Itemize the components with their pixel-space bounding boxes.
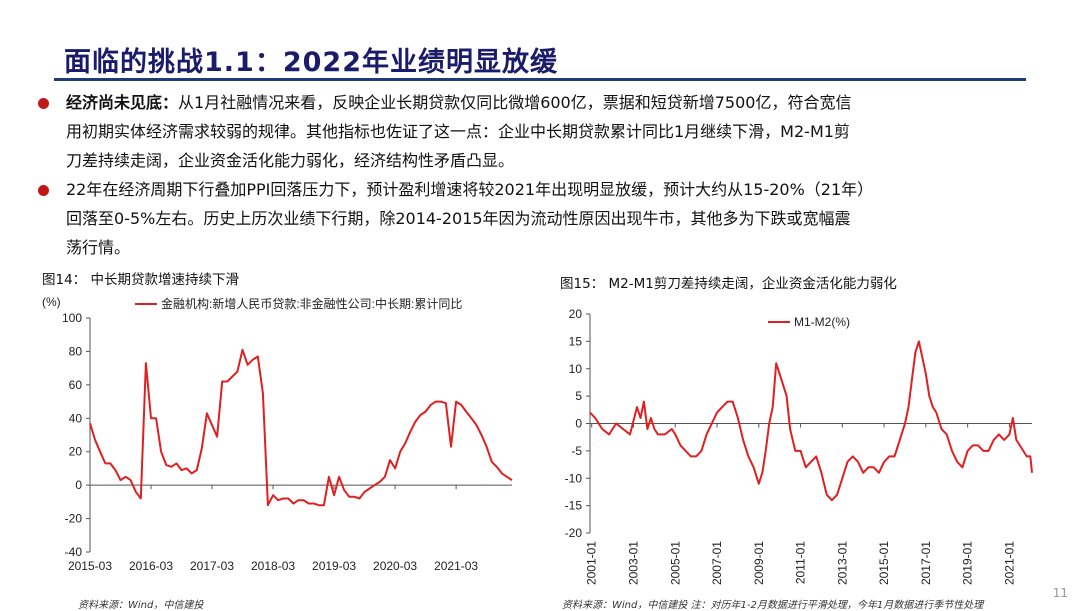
y-tick-label: -5: [571, 444, 582, 458]
bullet-2-line-2: 回落至0-5%左右。历史上历次业绩下行期，除2014-2015年因为流动性原因出…: [66, 209, 851, 228]
x-tick-label: 2015-03: [68, 559, 112, 573]
x-tick-label: 2018-03: [251, 559, 295, 573]
y-tick-label: 40: [69, 411, 83, 425]
x-tick-label: 2015-01: [877, 541, 891, 585]
source-left: 资料来源：Wind，中信建投: [78, 600, 204, 611]
y-tick-label: -10: [565, 471, 583, 485]
bullet-2-line-3: 荡行情。: [66, 238, 131, 257]
series-line: [89, 348, 513, 507]
y-tick-label: 60: [69, 378, 83, 392]
x-tick-label: 2001-01: [585, 541, 599, 585]
x-tick-label: 2017-01: [919, 541, 933, 585]
bullet-1-line-2: 用初期实体经济需求较弱的规律。其他指标也佐证了这一点：企业中长期贷款累计同比1月…: [66, 122, 850, 141]
x-tick-label: 2021-03: [434, 559, 478, 573]
y-tick-label: 5: [575, 389, 582, 403]
series-line: [589, 340, 1033, 502]
y-tick-label: 0: [75, 478, 82, 492]
page-number: 11: [1052, 586, 1068, 600]
y-tick-label: 20: [569, 307, 583, 321]
bullet-dot: [38, 185, 49, 196]
y-tick-label: 80: [69, 344, 83, 358]
bullet-2: 22年在经济周期下行叠加PPI回落压力下，预计盈利增速将较2021年出现明显放缓…: [38, 175, 1058, 265]
x-tick-label: 2019-01: [961, 541, 975, 585]
legend-label: M1-M2(%): [794, 315, 850, 329]
y-tick-label: 15: [569, 334, 583, 348]
y-tick-label: -20: [565, 526, 583, 540]
y-tick-label: -20: [65, 512, 83, 526]
bullet-1-line-1: 从1月社融情况来看，反映企业长期贷款仅同比微增600亿，票据和短贷新增7500亿…: [178, 93, 852, 112]
bullet-1-text: 经济尚未见底：从1月社融情况来看，反映企业长期贷款仅同比微增600亿，票据和短贷…: [66, 88, 1066, 175]
bullet-1-bold: 经济尚未见底：: [66, 93, 179, 112]
legend-label: 金融机构:新增人民币贷款:非金融性公司:中长期:累计同比: [161, 296, 462, 311]
slide-title: 面临的挑战1.1：2022年业绩明显放缓: [64, 47, 558, 78]
bullet-2-text: 22年在经济周期下行叠加PPI回落压力下，预计盈利增速将较2021年出现明显放缓…: [66, 175, 1066, 262]
chart-14: -40 -20 0 20 40 60 80 100 2015-03 2016-03 2017-03 2…: [42, 295, 513, 573]
x-tick-label: 2016-03: [129, 559, 173, 573]
x-tick-label: 2007-01: [710, 541, 724, 585]
bullet-2-line-1: 22年在经济周期下行叠加PPI回落压力下，预计盈利增速将较2021年出现明显放缓…: [66, 180, 874, 199]
y-tick-label: -40: [65, 545, 83, 559]
bullet-1: 经济尚未见底：从1月社融情况来看，反映企业长期贷款仅同比微增600亿，票据和短贷…: [38, 88, 1058, 178]
y-tick-label: -15: [565, 499, 583, 513]
figure-14-caption: 图14： 中长期贷款增速持续下滑: [42, 272, 239, 288]
y-axis-label: (%): [42, 295, 61, 309]
y-tick-label: 20: [69, 445, 83, 459]
title-underline: [54, 78, 1026, 81]
x-tick-label: 2011-01: [794, 541, 808, 584]
x-tick-label: 2013-01: [835, 541, 849, 585]
y-tick-label: 100: [62, 311, 82, 325]
bullet-1-line-3: 刀差持续走阔，企业资金活化能力弱化，经济结构性矛盾凸显。: [66, 151, 515, 170]
x-tick-label: 2019-03: [312, 559, 356, 573]
y-tick-label: 0: [575, 417, 582, 431]
source-right: 资料来源：Wind，中信建投 注：对历年1-2月数据进行平滑处理，今年1月数据进…: [562, 600, 984, 611]
x-tick-label: 2005-01: [668, 541, 682, 585]
x-tick-label: 2021-01: [1002, 541, 1016, 585]
bullet-dot: [38, 98, 49, 109]
x-tick-label: 2009-01: [752, 541, 766, 585]
y-tick-label: 10: [569, 362, 583, 376]
x-tick-label: 2017-03: [190, 559, 234, 573]
x-tick-label: 2003-01: [626, 541, 640, 585]
chart-15: -20 -15 -10 -5 0 5 10 15 20 2001-01 2003-01 2005-01…: [565, 307, 1033, 585]
figure-15-caption: 图15： M2-M1剪刀差持续走阔，企业资金活化能力弱化: [560, 276, 897, 292]
x-tick-label: 2020-03: [373, 559, 417, 573]
